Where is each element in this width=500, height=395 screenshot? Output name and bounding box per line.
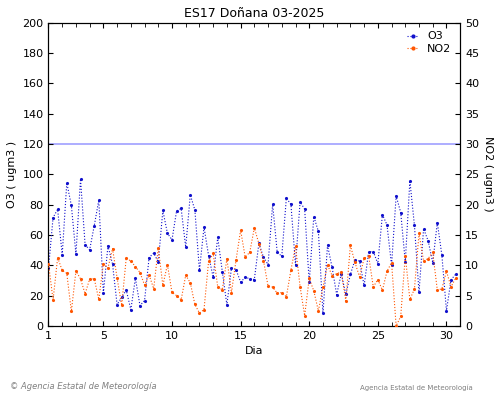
Text: Agencia Estatal de Meteorología: Agencia Estatal de Meteorología	[360, 385, 473, 391]
Title: ES17 Doñana 03-2025: ES17 Doñana 03-2025	[184, 7, 324, 20]
Legend: O3, NO2: O3, NO2	[404, 28, 454, 57]
Text: © Agencia Estatal de Meteorología: © Agencia Estatal de Meteorología	[10, 382, 156, 391]
Y-axis label: O3 ( ugm3 ): O3 ( ugm3 )	[7, 141, 17, 208]
X-axis label: Dia: Dia	[245, 346, 264, 356]
Y-axis label: NO2 ( ugm3 ): NO2 ( ugm3 )	[483, 136, 493, 212]
